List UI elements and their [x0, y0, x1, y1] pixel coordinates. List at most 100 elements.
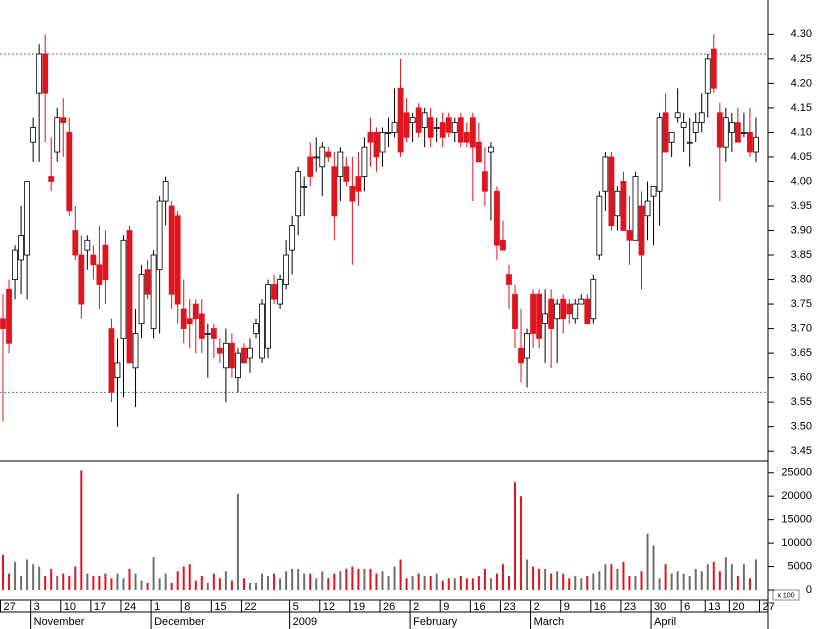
x-tick-label: 1	[154, 601, 160, 613]
candle-body	[6, 288, 12, 344]
volume-bar	[724, 557, 727, 590]
volume-bar	[634, 575, 637, 590]
candle-body	[445, 117, 452, 133]
x-tick-label: 26	[383, 601, 395, 613]
volume-bar	[339, 571, 342, 590]
candle-body	[102, 244, 109, 280]
candle-body	[168, 205, 175, 295]
volume-bar	[375, 573, 378, 590]
candle-body	[741, 132, 747, 134]
candle-body	[656, 117, 663, 192]
volume-bar	[610, 564, 613, 590]
candle-body	[180, 308, 187, 329]
candle-body	[325, 151, 332, 158]
candle-body	[271, 284, 277, 300]
volume-bar	[110, 578, 113, 590]
volume-bar	[754, 559, 757, 590]
x-tick-label: 9	[443, 601, 449, 613]
volume-bar	[200, 575, 203, 590]
volume-bar	[700, 571, 703, 590]
volume-bar	[152, 557, 155, 590]
candle-body	[638, 205, 645, 256]
volume-bar	[399, 559, 402, 590]
candle-body	[542, 313, 549, 325]
candle-body	[186, 318, 193, 325]
volume-bar	[315, 578, 318, 590]
volume-bar	[616, 568, 619, 590]
volume-bar	[32, 564, 35, 590]
candle-body	[301, 185, 308, 188]
volume-bar	[495, 573, 498, 590]
candle-body	[114, 362, 121, 379]
x-tick-label: 5	[293, 601, 299, 613]
candle-body	[747, 132, 753, 153]
candle-body	[126, 230, 133, 364]
volume-bar	[694, 568, 697, 590]
x-tick-label: 13	[708, 601, 720, 613]
candle-body	[18, 235, 24, 261]
candle-body	[72, 230, 79, 256]
volume-bar	[218, 578, 221, 590]
y-tick-label: 3.80	[791, 273, 812, 285]
candle-body	[84, 239, 91, 251]
volume-bar	[514, 482, 517, 590]
volume-bar	[158, 578, 161, 590]
month-label: March	[534, 616, 565, 628]
candle-body	[379, 132, 386, 153]
candle-body	[90, 254, 97, 266]
volume-bar	[718, 571, 721, 590]
candle-body	[632, 176, 639, 241]
volume-bar	[236, 493, 239, 590]
volume-bar	[501, 564, 504, 590]
candle-body	[536, 293, 543, 339]
candle-body	[494, 190, 500, 246]
x-tick-label: 2	[413, 601, 419, 613]
candle-body	[367, 132, 374, 143]
volume-bar	[568, 578, 571, 590]
y2-tick-label: 25000	[781, 467, 812, 479]
y-tick-label: 3.45	[791, 445, 812, 457]
candle-body	[710, 48, 717, 89]
month-label: April	[654, 616, 676, 628]
candle-body	[210, 328, 217, 339]
y-tick-label: 4.30	[791, 28, 812, 40]
volume-unit: x 100	[777, 592, 794, 599]
volume-bar	[267, 575, 270, 590]
candle-body	[644, 200, 651, 217]
volume-bar	[429, 575, 432, 590]
candle-body	[216, 347, 223, 354]
volume-bar	[297, 568, 300, 590]
volume-bar	[682, 573, 685, 590]
candle-body	[120, 239, 127, 339]
candle-body	[554, 303, 561, 320]
candle-body	[313, 156, 320, 159]
candle-body	[397, 87, 404, 153]
x-tick-label: 8	[184, 601, 190, 613]
volume-bar	[423, 575, 426, 590]
candle-body	[686, 141, 693, 144]
volume-bar	[381, 571, 384, 590]
x-tick-label: 15	[214, 601, 226, 613]
candle-body	[674, 112, 681, 119]
candle-body	[229, 342, 235, 369]
volume-bar	[146, 582, 149, 590]
y-tick-label: 4.15	[791, 102, 812, 114]
volume-bar	[56, 575, 59, 590]
volume-bar	[92, 575, 95, 590]
candle-body	[361, 146, 368, 177]
x-tick-label: 9	[564, 601, 570, 613]
volume-bar	[116, 573, 119, 590]
candle-body	[560, 298, 567, 320]
volume-bar	[140, 580, 143, 590]
month-label: February	[413, 616, 458, 628]
candle-body	[506, 274, 512, 285]
candle-body	[650, 185, 657, 197]
candle-body	[355, 176, 362, 192]
candle-body	[524, 333, 530, 359]
volume-bar	[730, 564, 733, 590]
candle-body	[391, 122, 398, 133]
candle-body	[144, 269, 151, 295]
volume-bar	[74, 566, 77, 590]
y-tick-label: 4.00	[791, 175, 812, 187]
volume-bar	[68, 575, 71, 590]
